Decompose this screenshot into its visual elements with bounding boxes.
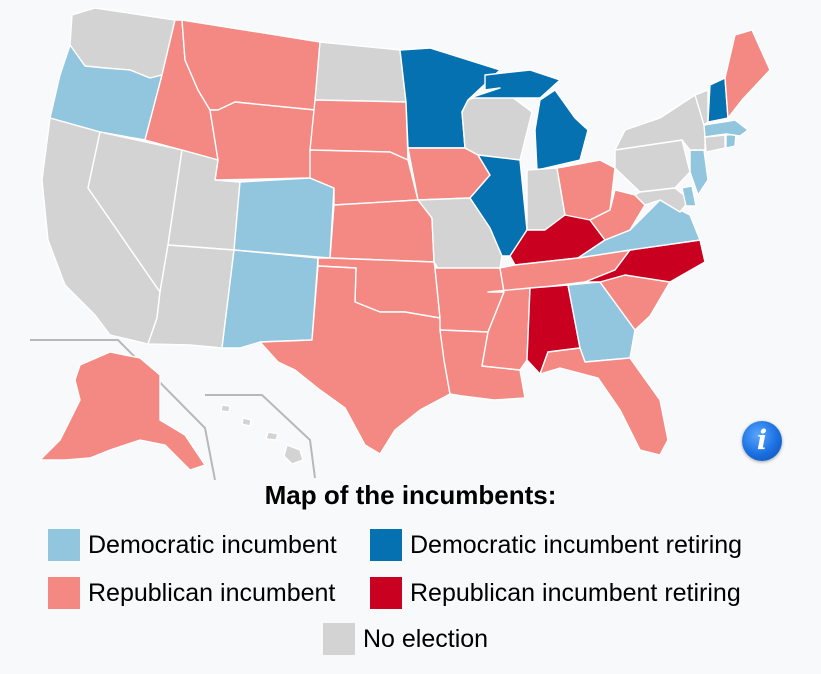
state-wi[interactable] bbox=[461, 87, 533, 161]
state-ma[interactable] bbox=[703, 119, 749, 138]
state-ct[interactable] bbox=[704, 134, 726, 153]
hawaii-inset-frame bbox=[205, 394, 316, 479]
legend-item-democratic-incumbent: Democratic incumbent bbox=[48, 529, 337, 561]
legend-item-republican-incumbent: Republican incumbent bbox=[48, 577, 335, 609]
state-mt[interactable] bbox=[181, 19, 321, 111]
swatch-no-election bbox=[323, 623, 355, 655]
legend-item-democratic-retiring: Democratic incumbent retiring bbox=[370, 529, 742, 561]
state-mi-lower[interactable] bbox=[534, 89, 589, 171]
state-ak[interactable] bbox=[39, 351, 206, 471]
state-mi[interactable] bbox=[469, 69, 561, 99]
state-fl[interactable] bbox=[539, 347, 669, 456]
state-nm[interactable] bbox=[221, 249, 319, 349]
state-il[interactable] bbox=[469, 154, 528, 257]
state-nd[interactable] bbox=[314, 41, 407, 103]
state-me[interactable] bbox=[724, 29, 771, 119]
state-hi-big[interactable] bbox=[283, 444, 304, 465]
state-ny[interactable] bbox=[614, 94, 706, 151]
swatch-democratic-incumbent bbox=[48, 529, 80, 561]
swatch-republican-retiring bbox=[370, 577, 402, 609]
legend-label-democratic-incumbent: Democratic incumbent bbox=[88, 530, 337, 559]
legend-label-republican-retiring: Republican incumbent retiring bbox=[410, 578, 741, 607]
map-svg bbox=[30, 7, 771, 480]
info-icon[interactable]: i bbox=[742, 421, 782, 461]
state-hi-maui[interactable] bbox=[265, 431, 279, 441]
state-wy[interactable] bbox=[209, 101, 316, 181]
legend-item-republican-retiring: Republican incumbent retiring bbox=[370, 577, 741, 609]
legend-title: Map of the incumbents: bbox=[264, 480, 557, 510]
state-md[interactable] bbox=[634, 187, 691, 213]
swatch-republican-incumbent bbox=[48, 577, 80, 609]
swatch-democratic-retiring bbox=[370, 529, 402, 561]
state-hi-oahu[interactable] bbox=[241, 417, 252, 427]
state-nc[interactable] bbox=[584, 239, 706, 283]
state-co[interactable] bbox=[233, 177, 335, 259]
state-oh[interactable] bbox=[556, 159, 616, 221]
state-hi-kauai[interactable] bbox=[220, 404, 231, 413]
us-map: i bbox=[30, 7, 782, 480]
legend-label-no-election: No election bbox=[363, 624, 489, 653]
alaska-inset-frame bbox=[30, 339, 216, 480]
legend-label-democratic-retiring: Democratic incumbent retiring bbox=[410, 530, 743, 559]
legend-label-republican-incumbent: Republican incumbent bbox=[88, 578, 336, 607]
state-ks[interactable] bbox=[329, 199, 435, 263]
legend-item-no-election: No election bbox=[323, 623, 488, 655]
state-de[interactable] bbox=[681, 185, 697, 207]
state-tx[interactable] bbox=[259, 265, 451, 455]
state-ri[interactable] bbox=[725, 133, 737, 149]
